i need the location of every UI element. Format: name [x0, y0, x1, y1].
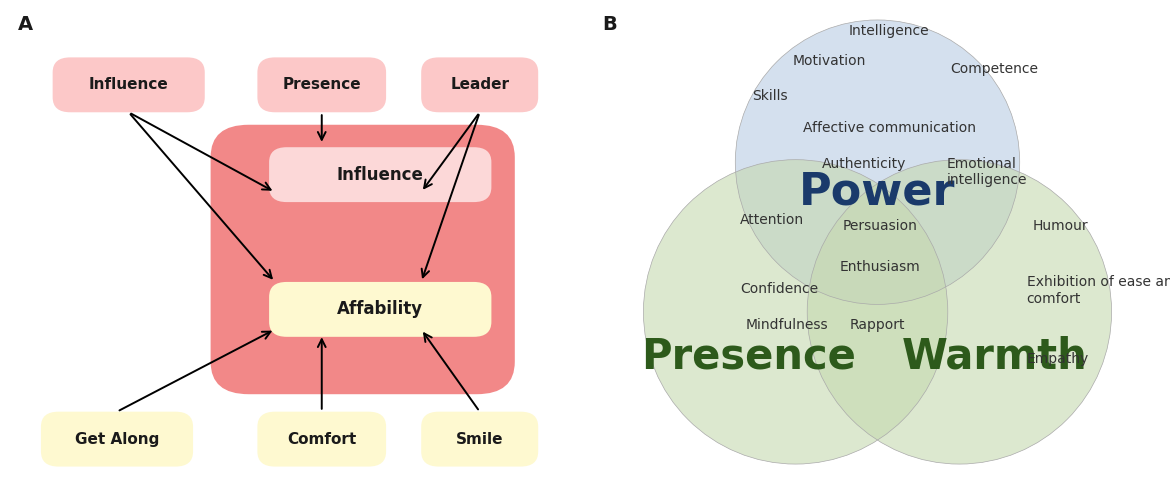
Text: Exhibition of ease and
comfort: Exhibition of ease and comfort — [1027, 275, 1170, 305]
FancyBboxPatch shape — [421, 57, 538, 112]
FancyBboxPatch shape — [257, 57, 386, 112]
Text: Presence: Presence — [282, 77, 362, 92]
Text: B: B — [603, 15, 618, 34]
Text: Emotional
intelligence: Emotional intelligence — [947, 157, 1027, 187]
Text: Rapport: Rapport — [849, 318, 906, 332]
Text: Intelligence: Intelligence — [849, 24, 929, 38]
Text: Leader: Leader — [450, 77, 509, 92]
Text: Attention: Attention — [739, 213, 804, 227]
FancyBboxPatch shape — [269, 282, 491, 337]
Text: Power: Power — [799, 171, 956, 214]
Text: Warmth: Warmth — [902, 336, 1087, 378]
Text: Influence: Influence — [337, 166, 424, 184]
Text: Enthusiasm: Enthusiasm — [840, 260, 921, 274]
Text: Affability: Affability — [337, 300, 424, 318]
Text: Persuasion: Persuasion — [844, 219, 917, 233]
Text: Get Along: Get Along — [75, 432, 159, 447]
FancyBboxPatch shape — [41, 412, 193, 467]
FancyBboxPatch shape — [257, 412, 386, 467]
FancyBboxPatch shape — [53, 57, 205, 112]
Circle shape — [735, 20, 1020, 304]
Text: Competence: Competence — [950, 62, 1039, 76]
Circle shape — [644, 160, 948, 464]
Text: Confidence: Confidence — [739, 282, 818, 296]
Text: Influence: Influence — [89, 77, 168, 92]
Circle shape — [807, 160, 1112, 464]
Text: Smile: Smile — [456, 432, 503, 447]
FancyBboxPatch shape — [211, 125, 515, 394]
Text: Presence: Presence — [641, 336, 856, 378]
Text: Authenticity: Authenticity — [821, 157, 907, 171]
FancyBboxPatch shape — [421, 412, 538, 467]
Text: Comfort: Comfort — [287, 432, 357, 447]
Text: Humour: Humour — [1033, 219, 1088, 233]
Text: Affective communication: Affective communication — [803, 121, 976, 135]
FancyBboxPatch shape — [269, 147, 491, 202]
Text: Mindfulness: Mindfulness — [746, 318, 828, 332]
Text: Empathy: Empathy — [1027, 352, 1089, 366]
Text: Motivation: Motivation — [793, 54, 866, 68]
Text: Skills: Skills — [752, 89, 787, 103]
Text: A: A — [18, 15, 33, 34]
